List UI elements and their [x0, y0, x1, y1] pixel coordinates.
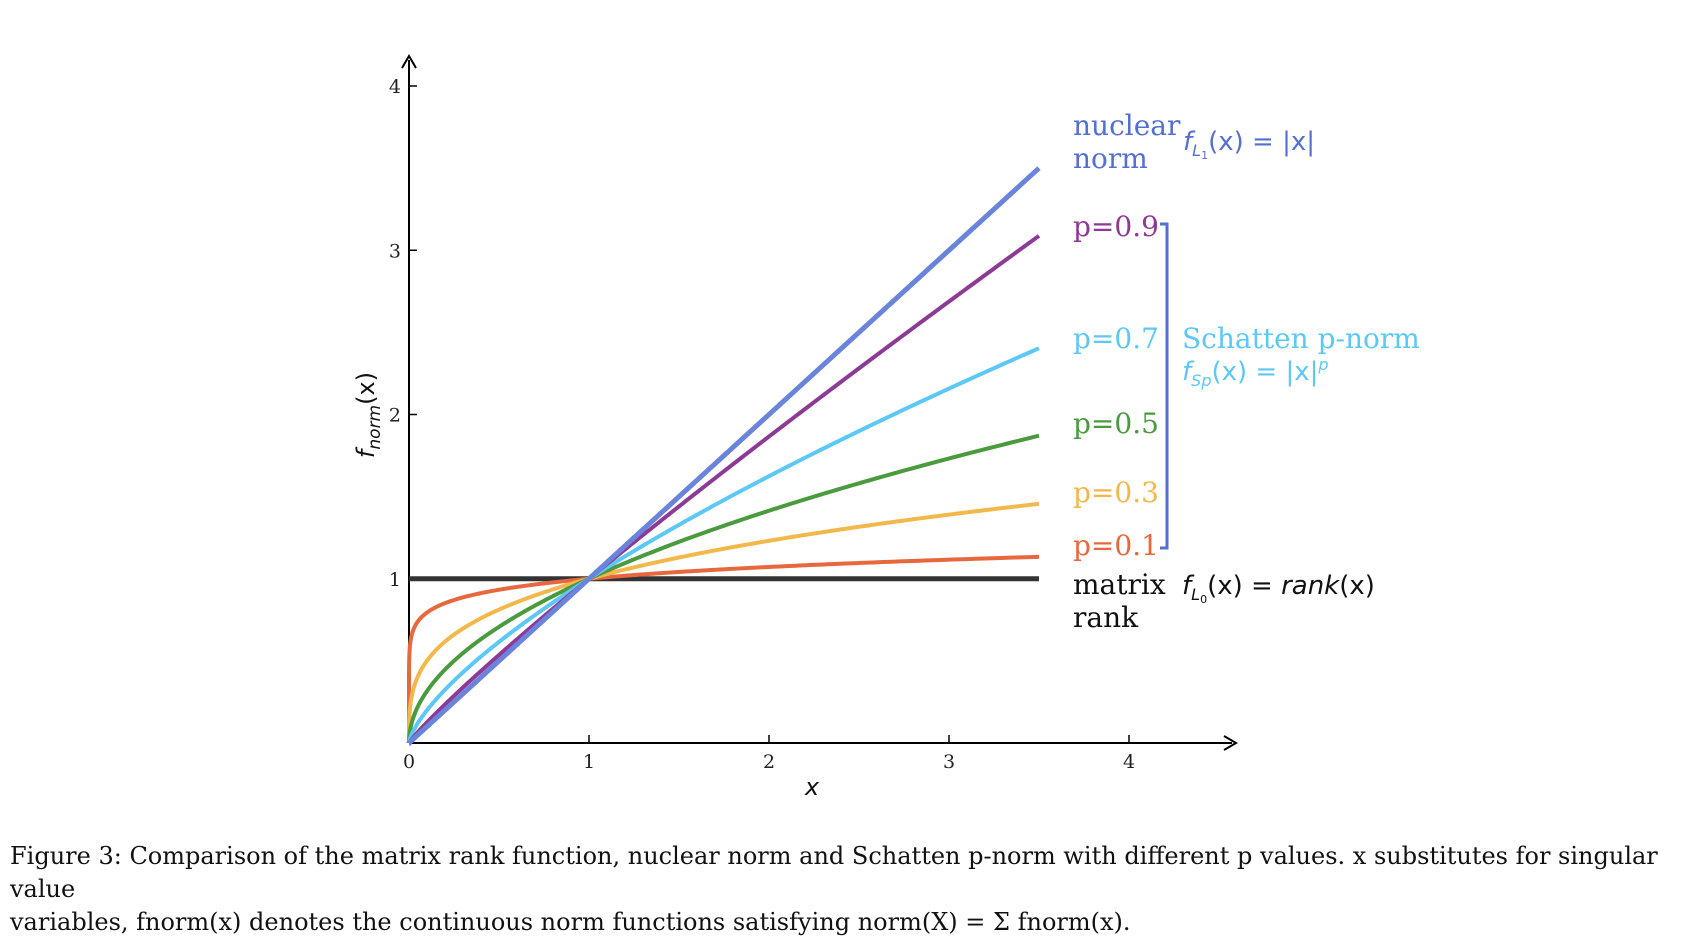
series-line-p-0-7 [407, 346, 1040, 744]
x-tick-label: 2 [763, 751, 775, 773]
x-tick-label: 1 [583, 751, 595, 773]
label-schatten-title: Schatten p-norm [1182, 322, 1420, 355]
schatten-bracket [1160, 222, 1169, 550]
label-p03: p=0.3 [1073, 476, 1159, 509]
caption-line-2: variables, fnorm(x) denotes the continuo… [10, 908, 1131, 936]
label-rank-line1: matrix [1073, 568, 1166, 601]
curves [406, 166, 1041, 746]
series-labels: nuclear norm fL1(x) = |x| p=0.9 p=0.7 p=… [1073, 109, 1420, 634]
caption-line-1: Figure 3: Comparison of the matrix rank … [10, 842, 1658, 903]
y-tick-label: 2 [389, 405, 401, 427]
series-line-p-0-1 [407, 554, 1040, 743]
axes [401, 54, 1238, 751]
figure-caption: Figure 3: Comparison of the matrix rank … [10, 840, 1690, 939]
x-axis-arrow [1223, 735, 1238, 751]
y-axis-arrow [401, 54, 417, 69]
label-p05: p=0.5 [1073, 407, 1159, 440]
label-nuclear-line1: nuclear [1073, 109, 1181, 142]
series-line-p-0-3 [407, 501, 1040, 743]
series-line-p-0-5 [407, 433, 1040, 743]
label-rank-line2: rank [1073, 601, 1139, 634]
ticks: 0 1 2 3 4 1 2 3 4 [389, 76, 1135, 773]
label-nuclear-line2: norm [1073, 142, 1148, 175]
y-tick-label: 4 [389, 76, 401, 98]
label-p09: p=0.9 [1073, 210, 1159, 243]
series-line-p-0-9 [407, 234, 1041, 745]
y-tick-label: 1 [389, 569, 401, 591]
series-line-nuclear-norm [406, 166, 1041, 746]
label-nuclear-formula: fL1(x) = |x| [1183, 127, 1315, 162]
label-schatten-formula: fSp(x) = |x|p [1182, 355, 1329, 390]
x-tick-label: 0 [403, 751, 415, 773]
y-tick-label: 3 [389, 240, 401, 262]
label-p07: p=0.7 [1073, 322, 1159, 355]
label-p01: p=0.1 [1073, 529, 1159, 562]
chart: 0 1 2 3 4 1 2 3 4 x fnorm(x) nuclear norm fL1(x)… [352, 54, 1420, 801]
y-axis-title: fnorm(x) [352, 372, 385, 458]
x-axis-title: x [804, 773, 820, 801]
x-tick-label: 4 [1123, 751, 1135, 773]
label-rank-formula: fL0(x) = rank(x) [1182, 571, 1375, 606]
x-tick-label: 3 [943, 751, 955, 773]
